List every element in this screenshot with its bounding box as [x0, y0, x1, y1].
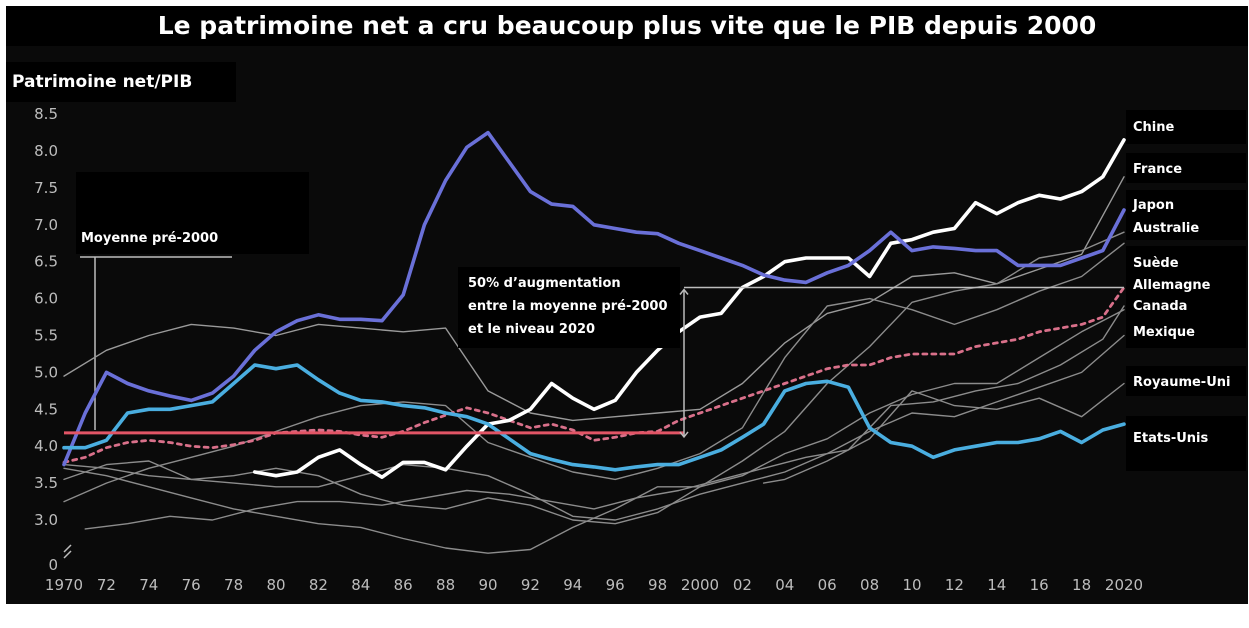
- label-allemagne: Allemagne: [1133, 278, 1211, 293]
- arrow-head-down: [679, 431, 689, 439]
- label-mexique: Mexique: [1133, 325, 1195, 340]
- x-tick-label: 84: [351, 576, 370, 594]
- x-tick-label: 2020: [1105, 576, 1143, 594]
- y-tick-label: 5.5: [34, 327, 58, 345]
- label-france: France: [1133, 162, 1182, 177]
- increase-label-line3: et le niveau 2020: [468, 322, 595, 337]
- y-tick-label: 5.0: [34, 363, 58, 381]
- x-tick-label: 12: [945, 576, 964, 594]
- y-tick-label: 4.5: [34, 400, 58, 418]
- x-tick-label: 06: [818, 576, 837, 594]
- label-canada: Canada: [1133, 299, 1187, 314]
- x-tick-label: 14: [987, 576, 1006, 594]
- x-tick-label: 04: [775, 576, 794, 594]
- x-tick-label: 82: [309, 576, 328, 594]
- x-tick-label: 74: [139, 576, 158, 594]
- y-tick-label: 7.0: [34, 216, 58, 234]
- chart-svg: 0 3.0 3.5 4.0 4.5 5.0 5.5 6.0 6.5 7.0 7.5 8.0 8.5 19…: [34, 105, 1246, 594]
- y-tick-label: 7.5: [34, 179, 58, 197]
- x-tick-label: 88: [436, 576, 455, 594]
- series-line-moyenne: [62, 286, 1126, 464]
- y-axis-break: [63, 544, 72, 559]
- x-tick-label: 86: [394, 576, 413, 594]
- x-tick-label: 72: [97, 576, 116, 594]
- series-lines: [62, 130, 1126, 554]
- y-axis-label: Patrimoine net/PIB: [6, 62, 236, 102]
- label-royaume-uni: Royaume-Uni: [1133, 375, 1230, 390]
- x-tick-label: 98: [648, 576, 667, 594]
- x-tick-label: 02: [733, 576, 752, 594]
- y-tick-label: 8.5: [34, 105, 58, 123]
- increase-label-line1: 50% d’augmentation: [468, 276, 621, 291]
- series-line-chine: [253, 138, 1126, 480]
- x-tick-label: 90: [478, 576, 497, 594]
- series-line-country-9: [63, 334, 1125, 521]
- series-line-etats-unis: [62, 363, 1126, 472]
- series-line-japon: [62, 130, 1126, 467]
- label-japon: Japon: [1132, 198, 1174, 213]
- chart-title: Le patrimoine net a cru beaucoup plus vi…: [6, 6, 1248, 46]
- x-tick-label: 80: [266, 576, 285, 594]
- chart-frame: Le patrimoine net a cru beaucoup plus vi…: [6, 6, 1248, 604]
- label-etats-unis: Etats-Unis: [1133, 431, 1208, 446]
- series-line-country-10: [762, 382, 1125, 484]
- series-line-country-7: [84, 305, 1125, 530]
- label-chine: Chine: [1133, 120, 1175, 135]
- country-labels: Chine France Japon Australie Suède Allem…: [1126, 110, 1246, 471]
- y-tick-label: 6.5: [34, 253, 58, 271]
- x-tick-label: 16: [1030, 576, 1049, 594]
- x-tick-labels: 1970 72 74 76 78 80 82 84 86 88 90 92 94 96 98 2000 02 04…: [45, 576, 1143, 594]
- y-tick-label: 4.0: [34, 437, 58, 455]
- x-tick-label: 94: [563, 576, 582, 594]
- series-line-country-5: [63, 231, 1125, 525]
- y-tick-label: 0: [48, 556, 58, 574]
- y-tick-label: 8.0: [34, 142, 58, 160]
- label-suede: Suède: [1133, 256, 1179, 271]
- x-tick-label: 1970: [45, 576, 83, 594]
- pre2000-box: [76, 172, 309, 254]
- series-line-country-4: [63, 176, 1125, 422]
- x-tick-label: 18: [1072, 576, 1091, 594]
- increase-label-line2: entre la moyenne pré-2000: [468, 299, 668, 314]
- x-tick-label: 2000: [681, 576, 719, 594]
- x-tick-label: 78: [224, 576, 243, 594]
- y-tick-label: 3.0: [34, 511, 58, 529]
- y-tick-label: 6.0: [34, 290, 58, 308]
- x-tick-label: 96: [606, 576, 625, 594]
- y-tick-label: 3.5: [34, 474, 58, 492]
- x-tick-label: 10: [902, 576, 921, 594]
- increase-box: [458, 267, 680, 348]
- arrow-head-up: [679, 288, 689, 295]
- label-australie: Australie: [1133, 221, 1199, 236]
- x-tick-label: 08: [860, 576, 879, 594]
- x-tick-label: 76: [182, 576, 201, 594]
- y-tick-labels: 0 3.0 3.5 4.0 4.5 5.0 5.5 6.0 6.5 7.0 7.5 8.0 8.5: [34, 105, 58, 574]
- pre2000-label: Moyenne pré-2000: [81, 231, 218, 246]
- x-tick-label: 92: [521, 576, 540, 594]
